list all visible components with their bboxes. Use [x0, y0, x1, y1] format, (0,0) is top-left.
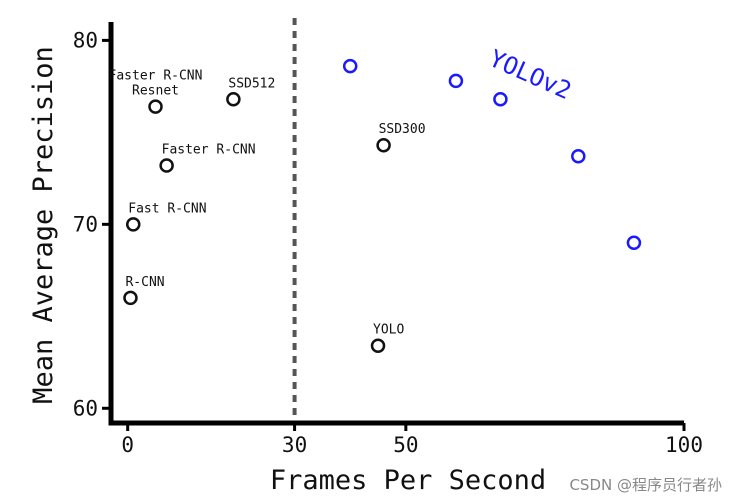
data-point-yolov2	[493, 92, 508, 107]
data-point-yolov2	[626, 235, 642, 250]
data-point	[159, 158, 174, 173]
point-label: Resnet	[132, 84, 179, 99]
axis-ticks: 60 70 80 0 30 50 100	[73, 28, 703, 457]
y-tick-label: 70	[73, 212, 98, 236]
x-tick-label: 100	[665, 433, 703, 457]
point-label: Faster R-CNN	[162, 142, 256, 157]
data-point	[376, 137, 391, 153]
data-point	[126, 217, 141, 232]
point-label: R-CNN	[125, 275, 164, 290]
data-point-yolov2	[448, 73, 464, 89]
data-point	[123, 290, 138, 306]
x-tick-label: 30	[282, 433, 307, 457]
point-label: YOLO	[373, 323, 404, 338]
y-tick-label: 80	[73, 28, 98, 52]
y-axis-title: Mean Average Precision	[28, 46, 59, 404]
data-points	[123, 58, 642, 353]
x-tick-label: 50	[393, 433, 418, 457]
watermark: CSDN @程序员行者孙	[569, 476, 722, 494]
data-point	[226, 92, 241, 107]
x-axis-title: Frames Per Second	[270, 465, 546, 496]
series-label-yolov2: YOLOv2	[485, 44, 576, 105]
point-label: Faster R-CNN	[109, 69, 203, 84]
point-label: Fast R-CNN	[128, 201, 206, 216]
point-label: SSD512	[228, 76, 275, 91]
x-tick-label: 0	[121, 433, 134, 457]
data-point-yolov2	[571, 149, 586, 164]
point-label: SSD300	[379, 122, 426, 137]
data-point	[370, 338, 386, 353]
data-point	[148, 99, 163, 114]
data-point-yolov2	[342, 58, 358, 74]
y-tick-label: 60	[73, 396, 98, 420]
